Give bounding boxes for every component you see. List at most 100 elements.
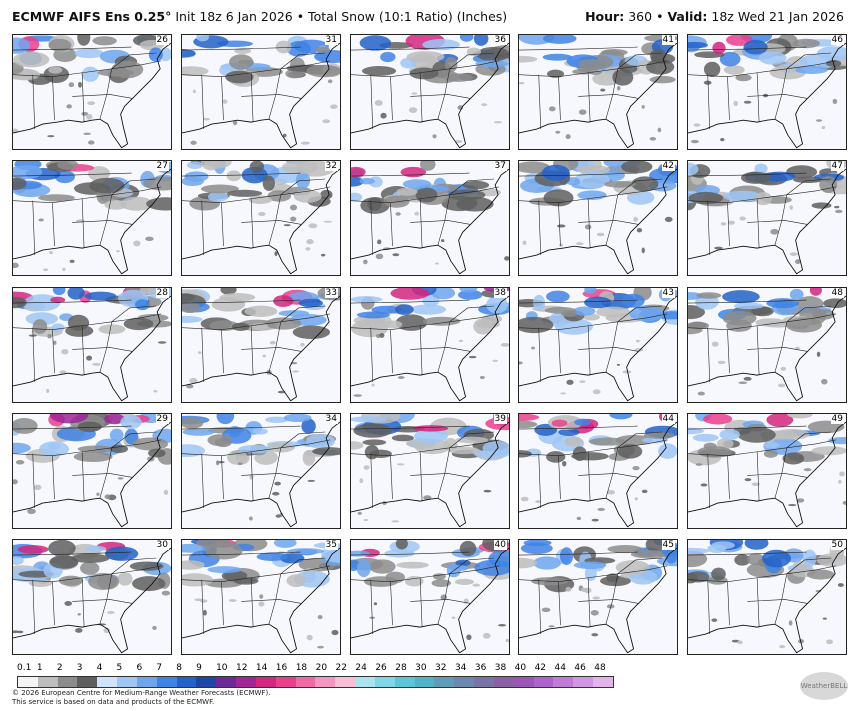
snow-area	[279, 512, 284, 517]
snow-area	[422, 316, 461, 326]
snow-area	[577, 190, 607, 200]
snow-area	[612, 68, 634, 86]
snow-area	[196, 540, 232, 548]
snow-area	[492, 359, 499, 362]
snow-area	[74, 48, 104, 59]
snow-area	[629, 306, 665, 322]
snow-area	[414, 428, 448, 444]
snow-area	[283, 224, 291, 227]
snow-area	[15, 460, 25, 465]
snow-area	[723, 65, 745, 75]
map-panel: 35	[181, 539, 341, 655]
snow-area	[777, 383, 786, 388]
snow-area	[43, 268, 49, 271]
snow-area	[92, 362, 101, 366]
colorbar-label: 40	[514, 663, 527, 673]
snow-area	[816, 46, 846, 61]
snow-area	[62, 267, 66, 271]
member-number: 38	[493, 288, 507, 298]
colorbar-cell	[315, 677, 336, 687]
snow-area	[397, 376, 405, 379]
snow-area	[664, 216, 673, 222]
snow-area	[207, 566, 242, 574]
snow-area	[258, 211, 266, 217]
snow-area	[762, 549, 791, 568]
snow-area	[374, 100, 383, 106]
snow-area	[584, 224, 592, 230]
snow-area	[557, 224, 566, 228]
colorbar-cell	[513, 677, 534, 687]
colorbar-label: 9	[196, 663, 202, 673]
snow-area	[562, 460, 567, 467]
colorbar-cell	[553, 677, 574, 687]
snow-area	[787, 414, 813, 419]
snow-area	[789, 288, 804, 301]
map-panel: 28	[12, 287, 172, 403]
snow-area	[215, 460, 220, 466]
snow-area	[763, 441, 780, 449]
coastline	[351, 421, 509, 528]
colorbar-label: 12	[235, 663, 248, 673]
snow-area	[828, 437, 846, 445]
snow-area	[275, 40, 292, 54]
snow-area	[541, 164, 570, 181]
snow-area	[265, 317, 302, 330]
map-panel: 30	[12, 539, 172, 655]
snow-area	[269, 341, 276, 345]
coastline	[182, 547, 340, 654]
snow-area	[262, 354, 267, 358]
snow-area	[66, 104, 72, 109]
snow-area	[459, 288, 478, 293]
snow-area	[323, 220, 333, 223]
snow-area	[256, 552, 288, 562]
snow-area	[197, 351, 202, 354]
coastline	[351, 547, 509, 654]
snow-area	[145, 236, 154, 242]
colorbar-cell	[434, 677, 455, 687]
snow-area	[353, 423, 392, 438]
snow-area	[411, 92, 418, 95]
snow-area	[89, 177, 125, 194]
colorbar-label: 44	[554, 663, 566, 673]
snow-area	[717, 360, 726, 365]
snow-area	[712, 41, 726, 55]
snow-area	[578, 58, 606, 71]
snow-area	[754, 192, 773, 206]
snow-area	[373, 602, 378, 606]
state-lines	[182, 46, 331, 130]
snow-area	[104, 199, 127, 210]
member-number: 36	[493, 35, 507, 45]
footer-note: This service is based on data and produc…	[12, 698, 215, 706]
snow-area	[363, 576, 398, 587]
snow-area	[649, 75, 676, 84]
map	[351, 540, 509, 654]
snow-area	[351, 192, 363, 202]
snow-area	[353, 394, 363, 397]
map-panel: 41	[518, 34, 678, 150]
snow-area	[519, 361, 523, 365]
snow-area	[795, 259, 801, 265]
snow-area	[103, 627, 111, 634]
snow-area	[49, 555, 79, 569]
snow-area	[39, 441, 69, 457]
logo: WeatherBELL	[800, 672, 848, 700]
title: ECMWF AIFS Ens 0.25°	[12, 9, 172, 24]
state-lines	[688, 46, 837, 130]
snow-area	[459, 540, 477, 557]
snow-area	[98, 324, 126, 335]
snow-area	[796, 498, 805, 503]
snow-area	[396, 187, 418, 196]
footer-copyright: © 2026 European Centre for Medium-Range …	[12, 689, 271, 697]
snow-area	[834, 205, 840, 209]
snow-area	[733, 100, 738, 107]
snow-area	[13, 630, 20, 634]
snow-area	[97, 69, 135, 77]
snow-area	[795, 65, 828, 74]
snow-area	[740, 171, 771, 184]
snow-area	[719, 51, 741, 67]
snow-area	[727, 220, 735, 225]
snow-area	[547, 69, 565, 78]
snow-area	[117, 572, 133, 586]
snow-area	[505, 638, 509, 643]
coastline	[688, 421, 846, 528]
